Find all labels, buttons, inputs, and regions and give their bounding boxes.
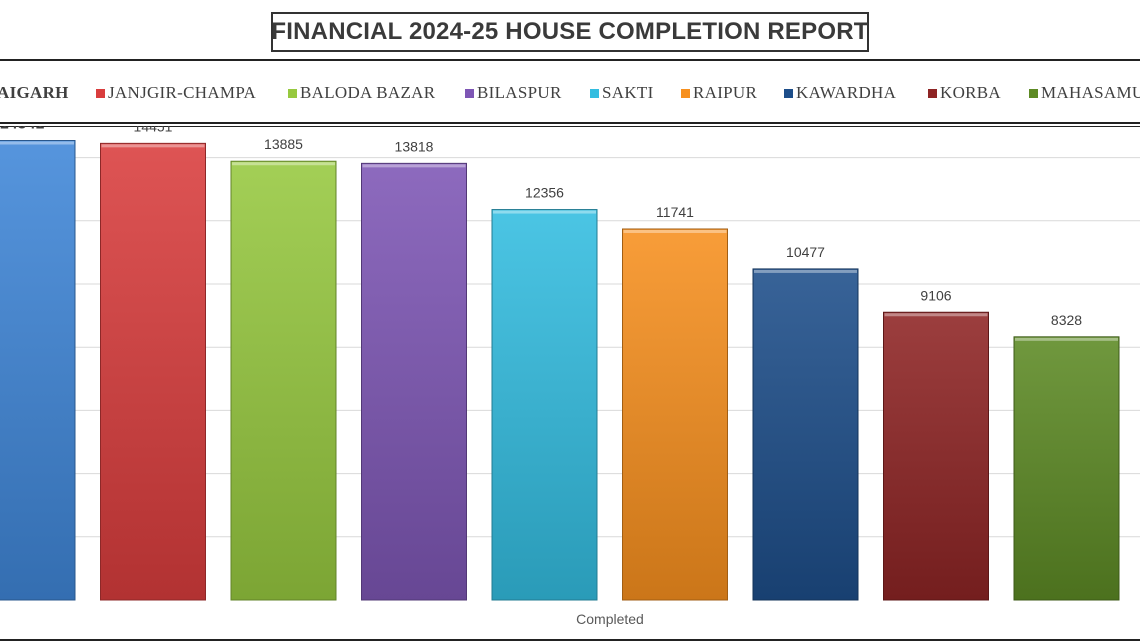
bar-highlight-korba (884, 313, 988, 317)
data-label-janjgir-champa: 14451 (134, 126, 173, 134)
legend-label-raipur: RAIPUR (693, 83, 758, 102)
data-label-raipur: 11741 (656, 204, 694, 220)
legend-label-janjgir-champa: JANJGIR-CHAMPA (108, 83, 257, 102)
bar-highlight-kawardha (754, 269, 857, 273)
data-label-sakti: 12356 (525, 185, 564, 201)
legend-swatch-bilaspur (465, 88, 474, 98)
bar-sakti (491, 209, 598, 601)
legend-swatch-korba (928, 88, 937, 98)
data-label-raigarh: 14541 (0, 126, 44, 133)
data-label-baloda-bazar: 13885 (264, 136, 303, 152)
data-label-kawardha: 10477 (786, 244, 825, 260)
bar-highlight-raigarh (0, 141, 74, 145)
bar-highlight-baloda-bazar (232, 162, 335, 166)
bar-highlight-bilaspur (362, 164, 466, 168)
legend-item-raigarh: AIGARH (0, 78, 69, 108)
legend-swatch-sakti (590, 88, 599, 98)
legend-item-baloda-bazar: BALODA BAZAR (288, 78, 435, 108)
legend-divider-top (0, 122, 1140, 124)
data-label-mahasamund: 8328 (1051, 312, 1082, 328)
data-label-korba: 9106 (920, 287, 951, 303)
bar-highlight-janjgir-champa (101, 144, 205, 148)
legend-label-baloda-bazar: BALODA BAZAR (300, 83, 436, 102)
title-divider (0, 59, 1140, 61)
legend-label-bilaspur: BILASPUR (477, 83, 562, 102)
bar-mahasamund (1013, 336, 1120, 601)
legend-swatch-baloda-bazar (288, 88, 297, 98)
bar-raigarh (0, 140, 76, 601)
legend-item-bilaspur: BILASPUR (465, 78, 562, 108)
legend-label-raigarh: AIGARH (0, 83, 69, 102)
legend-item-raipur: RAIPUR (681, 78, 757, 108)
legend-swatch-mahasamund (1029, 88, 1038, 98)
legend-item-kawardha: KAWARDHA (784, 78, 896, 108)
bar-highlight-sakti (493, 210, 596, 214)
legend-swatch-janjgir-champa (96, 88, 105, 98)
bar-baloda-bazar (230, 160, 337, 601)
legend-swatch-kawardha (784, 88, 793, 98)
legend-label-korba: KORBA (940, 83, 1002, 102)
legend-label-sakti: SAKTI (602, 83, 654, 102)
x-axis-label: Completed (576, 611, 644, 627)
bar-janjgir-champa (100, 142, 206, 601)
bars (0, 140, 1120, 601)
legend-item-janjgir-champa: JANJGIR-CHAMPA (96, 78, 256, 108)
bar-bilaspur (361, 162, 467, 601)
legend-swatch-raipur (681, 88, 690, 98)
bar-kawardha (752, 268, 859, 601)
legend-label-mahasamund: MAHASAMU (1041, 83, 1140, 102)
bar-chart-plot: 14541 14451 13885 13818 12356 11741 10477 9106 8… (0, 126, 1140, 627)
legend-item-korba: KORBA (928, 78, 1001, 108)
bar-highlight-raipur (623, 229, 727, 233)
chart-legend: AIGARH JANJGIR-CHAMPA BALODA BAZAR BILAS… (0, 78, 1140, 108)
data-labels: 14541 14451 13885 13818 12356 11741 10477 9106 8… (0, 126, 1082, 328)
legend-divider-bottom (0, 126, 1140, 127)
bar-korba (883, 311, 989, 601)
legend-item-sakti: SAKTI (590, 78, 654, 108)
data-label-bilaspur: 13818 (395, 138, 434, 154)
chart-title: FINANCIAL 2024-25 HOUSE COMPLETION REPOR… (271, 12, 869, 52)
legend-label-kawardha: KAWARDHA (796, 83, 897, 102)
bar-highlight-mahasamund (1015, 337, 1118, 341)
bar-raipur (622, 228, 728, 601)
legend-item-mahasamund: MAHASAMU (1029, 78, 1140, 108)
